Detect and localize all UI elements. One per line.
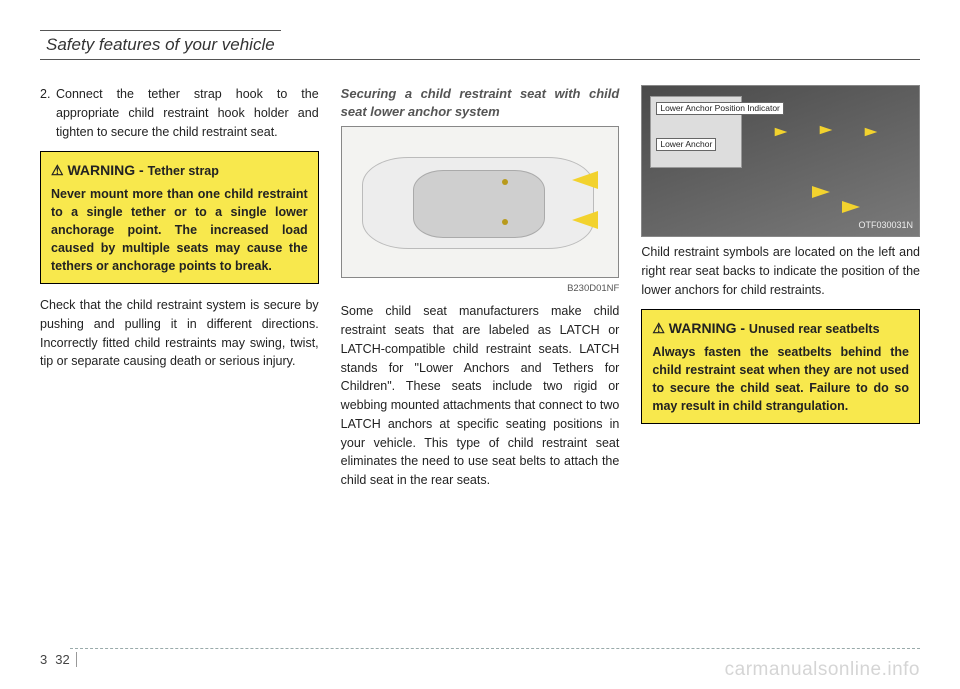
car-outline [362,157,594,249]
column-3: Lower Anchor Position Indicator Lower An… [641,85,920,490]
manual-page: Safety features of your vehicle 2. Conne… [0,0,960,689]
figure-car-topview [341,126,620,278]
chapter-number: 3 [40,652,51,667]
callout-label: Lower Anchor [656,138,716,151]
page-header: Safety features of your vehicle [40,30,920,60]
paragraph: Some child seat manufacturers make child… [341,302,620,490]
step-number: 2. [40,85,56,141]
step-2: 2. Connect the tether strap hook to the … [40,85,319,141]
arrow-icon [820,126,833,134]
step-text: Connect the tether strap hook to the app… [56,85,319,141]
warning-subtitle: Tether strap [148,164,219,178]
footer-rule [70,648,920,649]
page-number: 332 [40,652,77,667]
paragraph: Check that the child restraint system is… [40,296,319,371]
figure-rear-seat: Lower Anchor Position Indicator Lower An… [641,85,920,237]
warning-body: Never mount more than one child restrain… [51,185,308,276]
arrow-icon [572,211,598,229]
car-cabin [413,170,545,238]
arrow-icon [865,128,878,136]
warning-title: WARNING [669,320,737,336]
warning-tether-strap: ⚠ WARNING - Tether strap Never mount mor… [40,151,319,284]
warning-body: Always fasten the seatbelts behind the c… [652,343,909,416]
warning-icon: ⚠ [652,320,665,336]
callout-label: Lower Anchor Position Indicator [656,102,784,115]
watermark: carmanualsonline.info [725,659,920,681]
content-columns: 2. Connect the tether strap hook to the … [40,85,920,490]
arrow-icon [775,128,788,136]
warning-subtitle: Unused rear seatbelts [749,322,880,336]
figure-code: OTF030031N [858,219,913,233]
arrow-icon [842,201,860,213]
warning-title: WARNING [67,162,135,178]
latch-anchor-icon [502,219,508,225]
paragraph: Child restraint symbols are located on t… [641,243,920,299]
warning-icon: ⚠ [51,162,64,178]
subheading: Securing a child restraint seat with chi… [341,85,620,120]
section-title: Safety features of your vehicle [40,30,281,60]
warning-heading: ⚠ WARNING - Unused rear seatbelts [652,318,909,338]
arrow-icon [812,186,830,198]
column-1: 2. Connect the tether strap hook to the … [40,85,319,490]
latch-anchor-icon [502,179,508,185]
warning-heading: ⚠ WARNING - Tether strap [51,160,308,180]
page-index: 32 [51,652,69,667]
warning-unused-seatbelts: ⚠ WARNING - Unused rear seatbelts Always… [641,309,920,424]
column-2: Securing a child restraint seat with chi… [341,85,620,490]
arrow-icon [572,171,598,189]
figure-code: B230D01NF [341,282,620,296]
